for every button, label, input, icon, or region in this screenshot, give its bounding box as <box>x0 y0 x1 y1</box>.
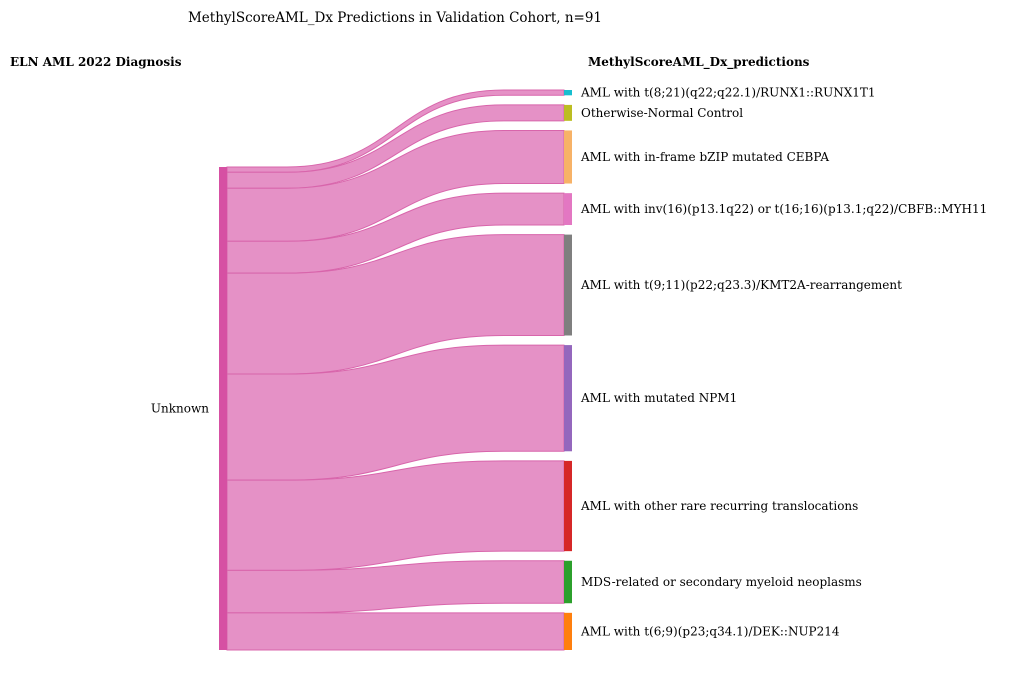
left-column-header: ELN AML 2022 Diagnosis <box>10 55 182 69</box>
flow-link <box>226 460 565 571</box>
target-node-label: AML with other rare recurring translocat… <box>580 499 858 513</box>
flow-link <box>226 612 565 651</box>
flow-link <box>226 104 565 189</box>
target-node-label: MDS-related or secondary myeloid neoplas… <box>581 575 862 589</box>
target-node-label: AML with t(9;11)(p22;q23.3)/KMT2A-rearra… <box>580 278 902 292</box>
target-node <box>564 90 572 96</box>
target-node-label: AML with inv(16)(p13.1q22) or t(16;16)(p… <box>580 202 987 216</box>
target-node <box>564 193 572 225</box>
target-node <box>564 460 572 552</box>
source-node-label: Unknown <box>151 402 209 416</box>
target-node <box>564 130 572 184</box>
target-node-label: Otherwise-Normal Control <box>581 106 743 120</box>
right-column-header: MethylScoreAML_Dx_predictions <box>588 55 810 70</box>
source-node <box>219 167 227 650</box>
target-node <box>564 345 572 452</box>
target-node <box>564 560 572 604</box>
target-node-label: AML with t(6;9)(p23;q34.1)/DEK::NUP214 <box>580 624 840 638</box>
target-node-label: AML with mutated NPM1 <box>580 391 737 405</box>
nodes <box>219 90 572 650</box>
flow-link <box>226 344 565 481</box>
flow-link <box>226 560 565 614</box>
target-node <box>564 104 572 121</box>
node-labels: AML with t(8;21)(q22;q22.1)/RUNX1::RUNX1… <box>151 86 987 639</box>
target-node-label: AML with in-frame bZIP mutated CEBPA <box>580 150 829 164</box>
flow-link <box>226 192 565 274</box>
flow-links <box>226 89 565 651</box>
chart-title: MethylScoreAML_Dx Predictions in Validat… <box>188 10 602 26</box>
target-node <box>564 612 572 650</box>
target-node <box>564 234 572 336</box>
target-node-label: AML with t(8;21)(q22;q22.1)/RUNX1::RUNX1… <box>580 86 876 100</box>
flow-link <box>226 234 565 375</box>
flow-link <box>226 89 565 173</box>
